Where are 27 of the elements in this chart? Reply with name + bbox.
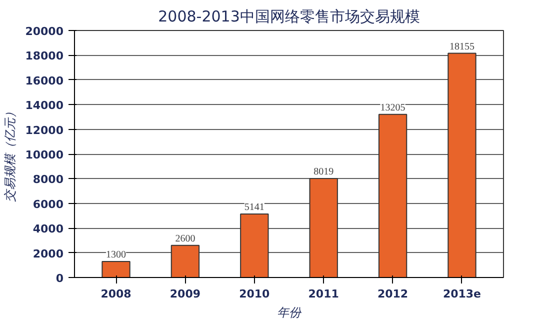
y-tick-label: 8000	[32, 173, 64, 186]
y-tick-label: 2000	[32, 247, 64, 260]
y-tick-label: 16000	[25, 74, 64, 88]
y-tick-label: 4000	[32, 222, 64, 236]
chart-title: 2008-2013中国网络零售市场交易规模	[158, 8, 420, 26]
data-label: 2600	[175, 233, 196, 244]
y-tick-label: 18000	[25, 50, 64, 63]
x-tick-label: 2010	[239, 288, 270, 300]
x-axis-title: 年份	[277, 306, 302, 320]
y-axis-title: 交易规模（亿元）	[3, 106, 18, 202]
data-label: 13205	[380, 102, 406, 114]
data-label: 18155	[449, 41, 474, 52]
x-tick-label: 2012	[377, 288, 408, 300]
x-tick-label: 2008	[100, 288, 132, 300]
bar	[102, 260, 130, 278]
x-tick-label: 2011	[308, 288, 339, 300]
data-label: 8019	[314, 166, 334, 178]
y-tick-label: 6000	[32, 198, 64, 211]
y-tick-label: 0	[56, 272, 64, 285]
x-tick-label: 2013e	[442, 288, 482, 300]
y-tick-label: 12000	[25, 124, 64, 137]
x-tick-label: 2009	[170, 288, 201, 300]
data-label: 1300	[106, 249, 126, 260]
data-label: 5141	[244, 202, 264, 214]
y-tick-label: 20000	[25, 25, 64, 38]
y-tick-label: 10000	[25, 148, 64, 162]
y-tick-label: 14000	[25, 99, 64, 112]
